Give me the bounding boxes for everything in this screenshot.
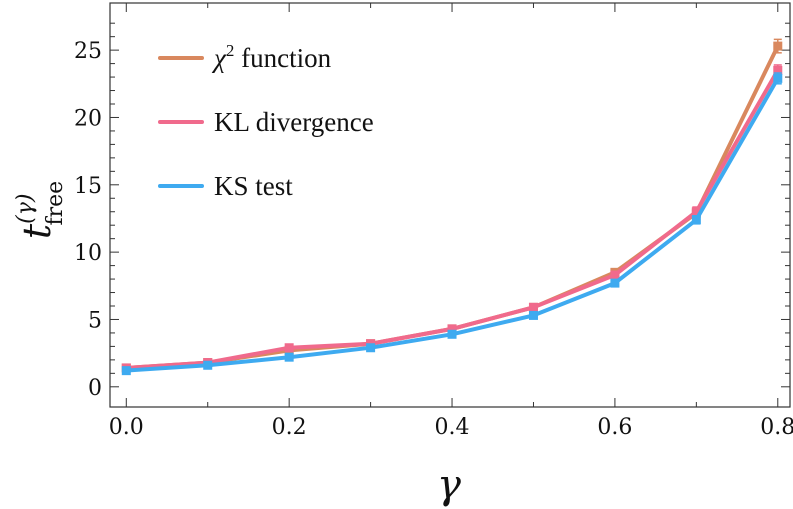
data-point [528, 310, 538, 320]
y-axis-ticks: 0 5 10 15 20 25 [74, 22, 790, 401]
plot-frame [109, 2, 791, 408]
x-tick-label: 0.0 [109, 415, 144, 440]
y-axis-title: t(γ) free [13, 181, 68, 239]
data-point [691, 215, 701, 225]
legend-label: χ2 function [211, 41, 332, 73]
x-tick-label: 0.8 [760, 415, 793, 440]
data-point [366, 343, 376, 353]
legend-item: χ2 function [158, 41, 332, 73]
y-axis-title-superscript: (γ) [13, 194, 38, 224]
legend-label: KS test [214, 171, 293, 201]
data-point [284, 352, 294, 362]
x-axis-title: γ [437, 462, 461, 508]
x-axis-ticks: 0.0 0.2 0.4 0.6 0.8 [109, 3, 793, 440]
legend-item: KL divergence [158, 107, 374, 137]
data-point [773, 65, 783, 75]
x-tick-label: 0.6 [597, 415, 632, 440]
data-point [773, 73, 783, 83]
series-layer [121, 38, 783, 376]
legend-item: KS test [158, 171, 293, 201]
data-point [121, 366, 131, 376]
data-point [773, 41, 783, 51]
y-axis-title-subscript: free [43, 181, 68, 226]
data-point [528, 302, 538, 312]
y-tick-label: 20 [74, 106, 102, 131]
data-point [447, 329, 457, 339]
data-point [610, 278, 620, 288]
data-point [447, 324, 457, 334]
data-point [203, 360, 213, 370]
y-tick-label: 0 [88, 376, 102, 401]
y-tick-label: 15 [74, 174, 102, 199]
y-tick-label: 10 [74, 241, 102, 266]
data-point [284, 343, 294, 353]
series-line [124, 44, 780, 370]
series-1 [121, 64, 783, 373]
data-point [610, 270, 620, 280]
legend-label: KL divergence [214, 107, 374, 137]
x-tick-label: 0.2 [272, 415, 307, 440]
y-axis-title-base: t [15, 223, 59, 239]
data-point [691, 207, 701, 217]
series-0 [121, 38, 783, 373]
svg-text:t(γ)free: t(γ) free [13, 181, 68, 239]
legend: χ2 function KL divergence KS test [158, 41, 374, 201]
x-tick-label: 0.4 [435, 415, 470, 440]
y-tick-label: 5 [88, 308, 102, 333]
series-2 [121, 72, 783, 376]
y-tick-label: 25 [74, 39, 102, 64]
